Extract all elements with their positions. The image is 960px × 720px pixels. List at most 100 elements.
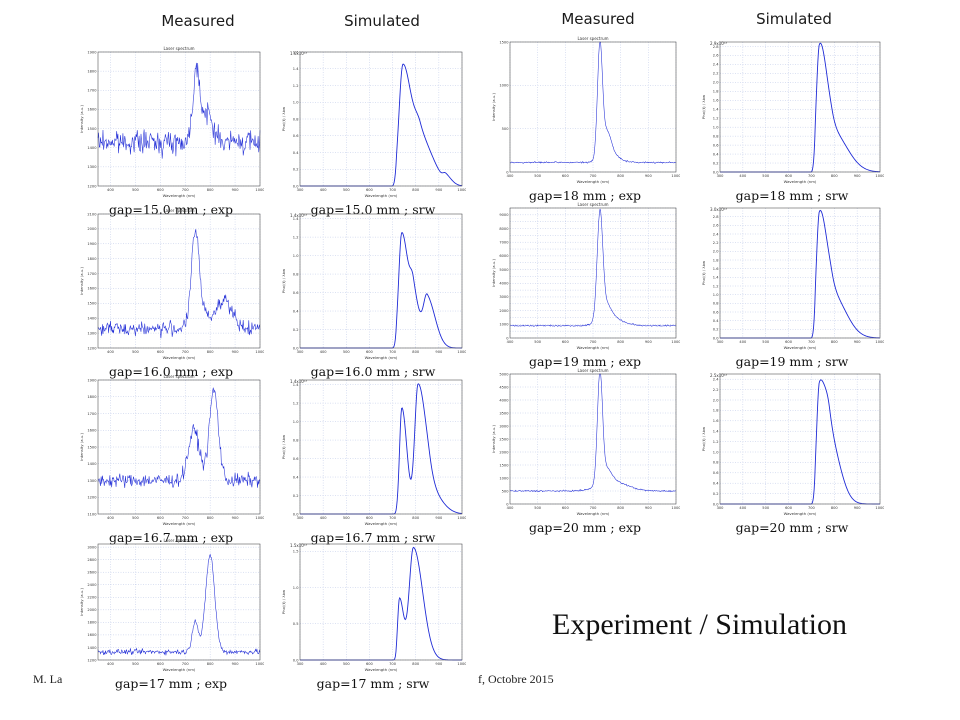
spectrum-panel: 1.4x10¹³ 300 400 500 600 700 800 900 1000 0.0 0.2 0… [280, 206, 466, 392]
x-tick-label: 600 [157, 188, 165, 192]
spectrum-plot: 1.4x10¹³ 300 400 500 600 700 800 900 1000 0.0 0.2 0… [281, 379, 466, 526]
panel-caption: gap=16.7 mm ; srw [310, 530, 436, 545]
x-tick-label: 700 [389, 662, 397, 666]
y-tick-label: 1.5 [293, 550, 299, 554]
x-tick-label: 1000 [671, 340, 680, 344]
y-tick-label: 1200 [87, 496, 97, 500]
x-tick-label: 600 [562, 506, 570, 510]
y-tick-label: 5000 [499, 268, 509, 272]
y-tick-label: 0.2 [293, 328, 299, 332]
plot-title: Laser spectrum [163, 374, 194, 379]
x-tick-label: 1000 [457, 662, 466, 666]
spectrum-panel: Laser spectrum 400 500 600 700 800 900 1000 0 500… [490, 366, 680, 548]
y-axis-label: Pho/(t) / λbw [281, 435, 286, 459]
y-tick-label: 8000 [499, 227, 509, 231]
spectrum-plot: Laser spectrum 400 500 600 700 800 900 1000 1100… [79, 374, 264, 526]
x-tick-label: 700 [808, 174, 816, 178]
y-axis-label: Pho/(t) / λbw [281, 107, 286, 131]
y-tick-label: 2400 [87, 583, 97, 587]
y-tick-label: 1.4 [713, 276, 719, 280]
y-tick-label: 2.4 [713, 63, 719, 67]
y-tick-label: 1.8 [713, 258, 719, 262]
x-tick-label: 400 [320, 350, 328, 354]
y-tick-label: 1400 [87, 462, 97, 466]
spectrum-panel: Laser spectrum 400 500 600 700 800 900 1000 1200… [78, 44, 264, 230]
y-tick-label: 4000 [499, 398, 509, 402]
x-tick-label: 600 [157, 662, 165, 666]
y-tick-label: 1600 [87, 287, 97, 291]
x-tick-label: 600 [366, 350, 374, 354]
y-tick-label: 1.0 [713, 125, 719, 129]
x-tick-label: 700 [182, 662, 190, 666]
axes-frame [509, 207, 677, 339]
y-tick-label: 0.0 [713, 336, 719, 340]
x-tick-label: 800 [412, 350, 420, 354]
y-axis-label: Pho/(t) / λbw [701, 95, 706, 119]
x-tick-label: 500 [343, 516, 351, 520]
y-tick-label: 1200 [87, 184, 97, 188]
x-tick-label: 700 [590, 174, 598, 178]
x-tick-label: 400 [107, 516, 115, 520]
spectrum-curve [97, 229, 261, 339]
x-tick-label: 400 [107, 350, 115, 354]
spectrum-plot: 2.9x10¹³ 300 400 500 600 700 800 900 1000 0.0 0.2 0… [701, 41, 884, 184]
y-tick-label: 4000 [499, 282, 509, 286]
y-tick-label: 2000 [499, 450, 509, 454]
spectrum-plot: 3.0x10¹³ 300 400 500 600 700 800 900 1000 0.0 0.2 0… [701, 207, 884, 350]
y-tick-label: 1700 [87, 412, 97, 416]
y-tick-label: 2.2 [713, 241, 719, 245]
y-tick-label: 2.2 [713, 72, 719, 76]
y-tick-label: 1.8 [713, 409, 719, 413]
x-tick-label: 400 [320, 662, 328, 666]
y-tick-label: 1700 [87, 89, 97, 93]
y-tick-label: 0.8 [713, 134, 719, 138]
y-tick-label: 1800 [87, 621, 97, 625]
y-tick-label: 1.0 [293, 254, 299, 258]
y-tick-label: 0.8 [713, 302, 719, 306]
y-tick-label: 0.8 [293, 117, 299, 121]
axes-frame [97, 379, 261, 515]
panel-caption: gap=18 mm ; srw [735, 188, 849, 203]
y-tick-label: 2600 [87, 571, 97, 575]
y-tick-label: 1.4 [293, 67, 299, 71]
y-tick-label: 0.0 [713, 170, 719, 174]
y-tick-label: 1.2 [293, 401, 299, 405]
x-tick-label: 900 [232, 350, 240, 354]
x-axis-label: Wavelength (nm) [365, 521, 398, 526]
y-tick-label: 1000 [499, 84, 509, 88]
y-axis-label: Intensity (a.u.) [491, 259, 496, 287]
y-tick-label: 500 [502, 127, 510, 131]
x-tick-label: 900 [232, 188, 240, 192]
spectrum-panel: 3.0x10¹³ 300 400 500 600 700 800 900 1000 0.0 0.2 0… [700, 200, 884, 382]
x-tick-label: 800 [207, 516, 215, 520]
x-tick-label: 800 [412, 662, 420, 666]
y-tick-label: 1500 [87, 127, 97, 131]
y-tick-label: 1.4 [713, 430, 719, 434]
y-tick-label: 0.4 [293, 475, 299, 479]
y-tick-label: 1600 [87, 108, 97, 112]
y-tick-label: 7000 [499, 241, 509, 245]
y-tick-label: 0.4 [293, 151, 299, 155]
y-tick-label: 1600 [87, 429, 97, 433]
y-tick-label: 0.6 [713, 310, 719, 314]
y-tick-label: 1.2 [293, 235, 299, 239]
y-tick-label: 1500 [499, 463, 509, 467]
y-tick-label: 0.6 [293, 134, 299, 138]
x-tick-label: 500 [762, 174, 770, 178]
x-tick-label: 900 [645, 340, 653, 344]
y-tick-label: 1900 [87, 242, 97, 246]
col-header-measured-left: Measured [161, 12, 235, 30]
y-tick-label: 1100 [87, 512, 97, 516]
spectrum-panel: Laser spectrum 400 500 600 700 800 900 1000 1200… [78, 206, 264, 392]
y-tick-label: 0.6 [713, 143, 719, 147]
spectrum-panel: Laser spectrum 400 500 600 700 800 900 1000 1100… [78, 372, 264, 558]
y-tick-label: 0.4 [713, 152, 719, 156]
x-tick-label: 800 [617, 174, 625, 178]
y-tick-label: 2.8 [713, 215, 719, 219]
x-tick-label: 900 [435, 188, 443, 192]
x-tick-label: 800 [207, 350, 215, 354]
y-tick-label: 3000 [499, 424, 509, 428]
spectrum-panel: Laser spectrum 400 500 600 700 800 900 1000 0 500… [490, 34, 680, 216]
x-axis-label: Wavelength (nm) [784, 511, 817, 516]
y-tick-label: 1700 [87, 272, 97, 276]
